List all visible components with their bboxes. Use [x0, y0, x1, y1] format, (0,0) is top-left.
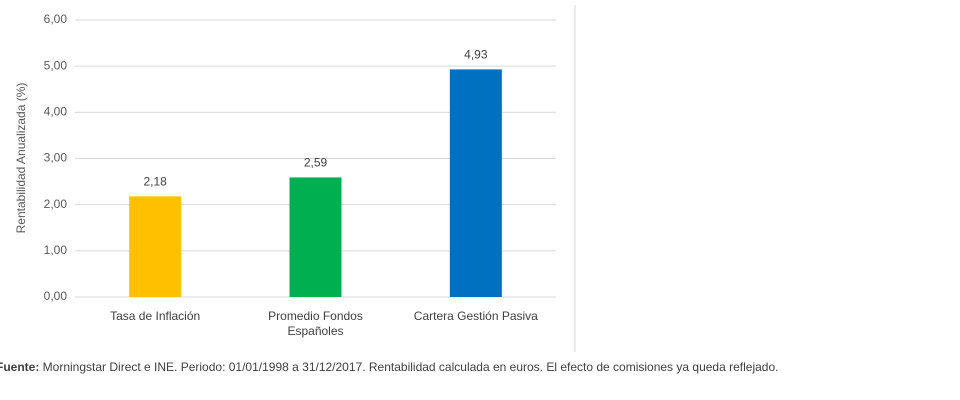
y-tick-label: 2,00: [44, 197, 68, 211]
bar: [289, 177, 342, 297]
y-tick-label: 5,00: [44, 58, 68, 72]
data-label: 2,59: [304, 156, 328, 170]
source-label: Fuente:: [0, 360, 40, 374]
data-label: 2,18: [143, 175, 167, 189]
source-note: Fuente: Morningstar Direct e INE. Period…: [0, 360, 778, 374]
y-tick-label: 3,00: [44, 151, 68, 165]
x-tick-label: Cartera Gestión Pasiva: [413, 309, 538, 323]
y-tick-label: 4,00: [44, 105, 68, 119]
y-axis-title: Rentabilidad Anualizada (%): [14, 83, 28, 234]
y-tick-label: 1,00: [44, 243, 68, 257]
bar: [449, 69, 502, 297]
data-label: 4,93: [464, 48, 488, 62]
y-tick-label: 6,00: [44, 12, 68, 26]
x-tick-label: Tasa de Inflación: [110, 309, 201, 323]
bar: [129, 196, 182, 297]
x-tick-label: Promedio Fondos Españoles: [268, 309, 363, 338]
y-tick-label: 0,00: [44, 289, 68, 303]
source-text: Morningstar Direct e INE. Periodo: 01/01…: [39, 360, 779, 374]
